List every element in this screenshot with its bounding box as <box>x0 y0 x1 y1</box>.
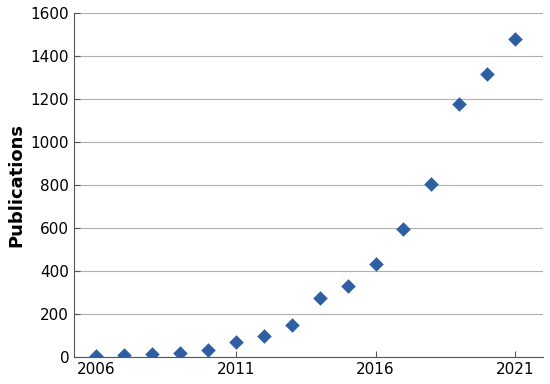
Point <box>260 333 268 339</box>
Point <box>120 352 129 358</box>
Point <box>315 295 324 301</box>
Point <box>455 101 464 108</box>
Point <box>287 322 296 328</box>
Y-axis label: Publications: Publications <box>7 123 25 247</box>
Point <box>92 353 101 359</box>
Point <box>483 71 492 77</box>
Point <box>343 283 352 289</box>
Point <box>232 339 240 345</box>
Point <box>399 226 408 232</box>
Point <box>511 36 520 42</box>
Point <box>148 351 157 357</box>
Point <box>427 181 436 187</box>
Point <box>175 350 184 356</box>
Point <box>204 347 212 353</box>
Point <box>371 260 380 266</box>
